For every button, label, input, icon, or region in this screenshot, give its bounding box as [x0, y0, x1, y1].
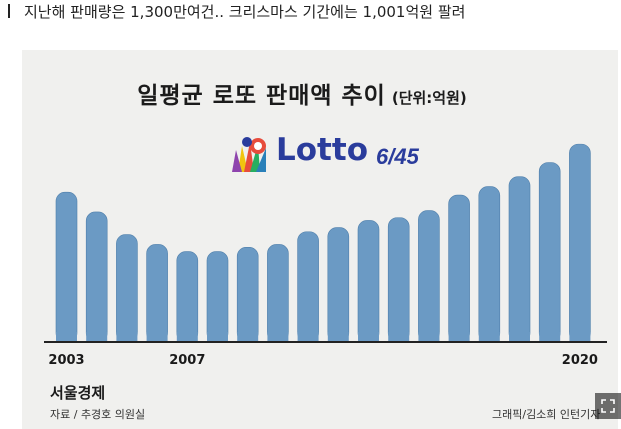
bar-base-2015 — [418, 332, 440, 342]
bar-2009 — [236, 247, 259, 343]
bar-2017 — [478, 186, 501, 343]
bar-base-2017 — [478, 332, 500, 342]
publisher-logo: 서울경제 — [50, 384, 106, 402]
bar-2003 — [55, 191, 78, 343]
bar-base-2019 — [539, 332, 561, 342]
bar-base-2020 — [569, 332, 591, 342]
bar-2016 — [448, 194, 470, 343]
expand-icon — [601, 399, 615, 413]
infographic-panel: 일평균 로또 판매액 추이 (단위:억원) Lotto 6/45 2003 2007… — [22, 50, 618, 429]
bar-2007 — [176, 251, 199, 343]
bar-base-2007 — [176, 332, 198, 342]
bar-2014 — [387, 217, 410, 343]
caption-text: 지난해 판매량은 1,300만여건.. 크리스마스 기간에는 1,001억원 팔… — [24, 2, 466, 21]
bar-base-2013 — [358, 332, 379, 342]
graphic-credit: 그래픽/김소희 인턴기자 — [492, 408, 601, 421]
lotto-logo-suffix: 6/45 — [376, 144, 419, 169]
bar-2011 — [297, 231, 319, 343]
bar-base-2012 — [327, 332, 349, 342]
caption-bar — [8, 4, 10, 18]
bar-2018 — [508, 176, 531, 343]
source-note: 자료 / 추경호 의원실 — [50, 408, 146, 421]
chart-title-text: 일평균 로또 판매액 추이 — [137, 83, 386, 109]
bar-2020 — [569, 143, 591, 343]
bar-base-2018 — [509, 332, 530, 342]
lotto-ball-fan-icon — [232, 137, 266, 172]
article-caption: 지난해 판매량은 1,300만여건.. 크리스마스 기간에는 1,001억원 팔… — [8, 0, 613, 22]
bar-base-2008 — [207, 332, 228, 342]
bar-base-2009 — [237, 332, 259, 342]
bar-2004 — [85, 211, 108, 343]
lotto-logo: Lotto 6/45 — [228, 132, 438, 176]
chart-unit: (단위:억원) — [391, 89, 467, 107]
bar-2012 — [327, 227, 350, 343]
bar-2008 — [206, 251, 229, 343]
x-tick-label-2007: 2007 — [169, 353, 205, 368]
bar-2005 — [116, 234, 138, 343]
lotto-logo-name: Lotto — [276, 132, 368, 168]
bar-2006 — [146, 244, 168, 343]
bar-base-2014 — [388, 332, 410, 342]
x-tick-label-2020: 2020 — [562, 353, 598, 368]
bar-base-2006 — [146, 332, 168, 342]
bar-base-2016 — [448, 332, 470, 342]
expand-image-button[interactable] — [595, 393, 621, 419]
bar-2013 — [357, 220, 380, 343]
bar-2010 — [267, 244, 289, 343]
bar-2019 — [538, 162, 561, 343]
bar-base-2003 — [56, 332, 77, 342]
x-tick-label-2003: 2003 — [48, 353, 84, 368]
bar-base-2005 — [116, 332, 138, 342]
bar-base-2010 — [267, 332, 289, 342]
bar-base-2011 — [297, 332, 319, 342]
bar-2015 — [418, 210, 440, 343]
chart-title: 일평균 로또 판매액 추이 (단위:억원) — [22, 76, 582, 110]
bar-chart: 2003 2007 2020 — [44, 143, 607, 368]
bar-base-2004 — [86, 332, 108, 342]
